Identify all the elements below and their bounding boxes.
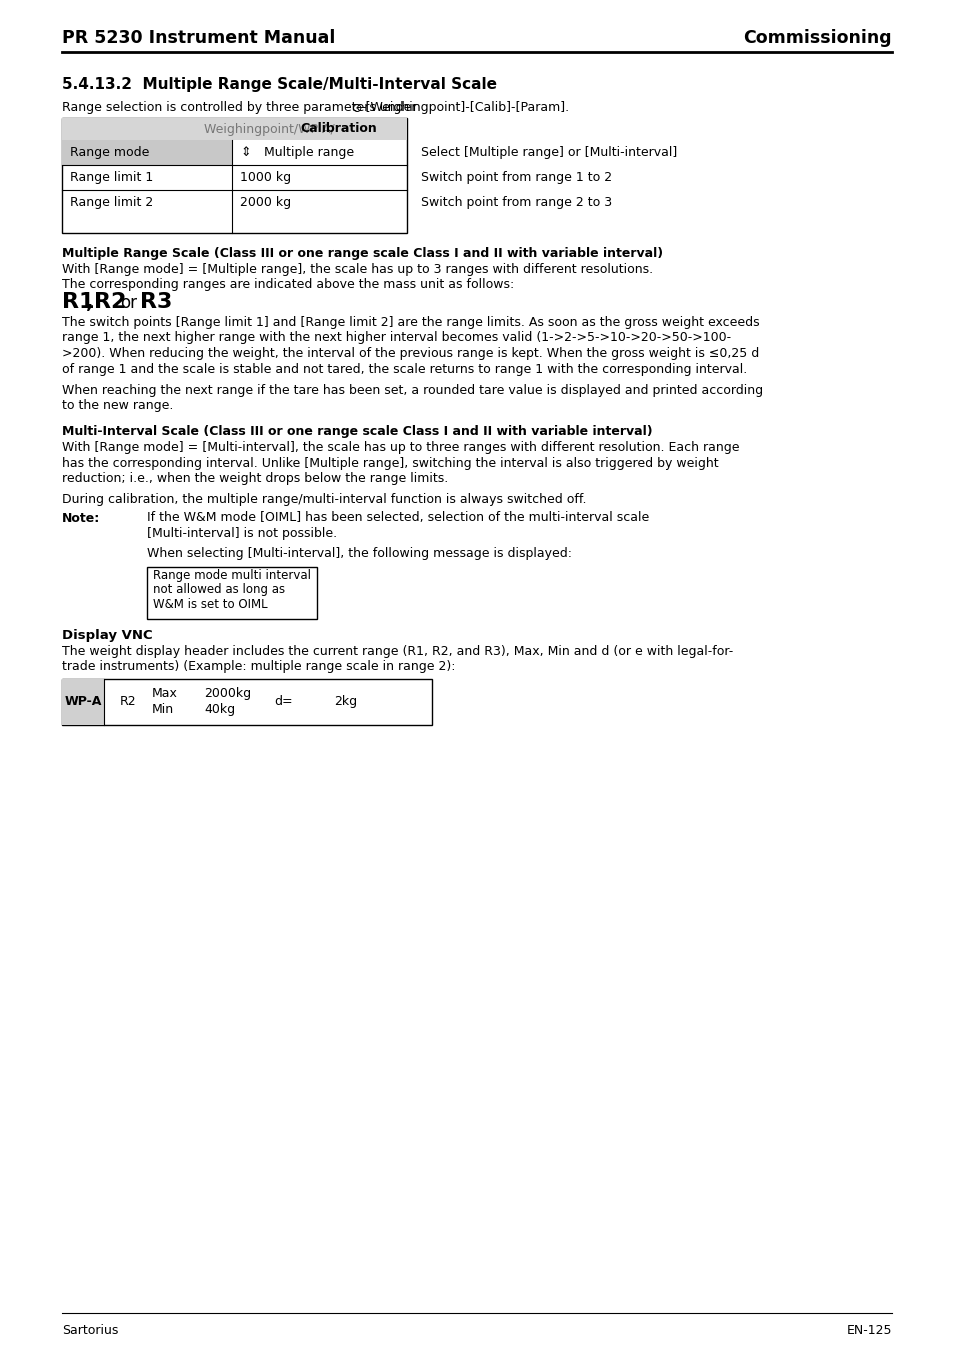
Text: Display VNC: Display VNC [62,629,152,641]
Text: If the W&M mode [OIML] has been selected, selection of the multi-interval scale: If the W&M mode [OIML] has been selected… [147,512,649,525]
Text: 1000 kg: 1000 kg [240,171,291,184]
Text: not allowed as long as: not allowed as long as [152,583,285,597]
Text: has the corresponding interval. Unlike [Multiple range], switching the interval : has the corresponding interval. Unlike [… [62,456,718,470]
Text: Range mode multi interval: Range mode multi interval [152,568,311,582]
Text: 2000kg: 2000kg [204,687,251,701]
Text: Calibration: Calibration [299,123,376,135]
Text: reduction; i.e., when the weight drops below the range limits.: reduction; i.e., when the weight drops b… [62,472,448,485]
Text: When reaching the next range if the tare has been set, a rounded tare value is d: When reaching the next range if the tare… [62,383,762,397]
Text: 5.4.13.2  Multiple Range Scale/Multi-Interval Scale: 5.4.13.2 Multiple Range Scale/Multi-Inte… [62,77,497,93]
Text: WP-A: WP-A [64,695,102,707]
Text: Sartorius: Sartorius [62,1323,118,1336]
Text: The corresponding ranges are indicated above the mass unit as follows:: The corresponding ranges are indicated a… [62,278,514,292]
Text: Note:: Note: [62,512,100,525]
Bar [62,117,407,234]
Bar [62,140,232,165]
Text: Multiple range: Multiple range [252,146,354,159]
Text: PR 5230 Instrument Manual: PR 5230 Instrument Manual [62,28,335,47]
Text: R3: R3 [140,293,172,312]
Text: During calibration, the multiple range/multi-interval function is always switche: During calibration, the multiple range/m… [62,494,586,506]
Text: 2000 kg: 2000 kg [240,196,291,209]
Bar [62,117,407,140]
Text: Max: Max [152,687,177,701]
Bar [147,567,316,620]
Bar [62,679,104,725]
Text: Range mode: Range mode [70,146,150,159]
Text: W&M is set to OIML: W&M is set to OIML [152,598,268,612]
Text: trade instruments) (Example: multiple range scale in range 2):: trade instruments) (Example: multiple ra… [62,660,455,674]
Text: The switch points [Range limit 1] and [Range limit 2] are the range limits. As s: The switch points [Range limit 1] and [R… [62,316,759,329]
Text: Multiple Range Scale (Class III or one range scale Class I and II with variable : Multiple Range Scale (Class III or one r… [62,247,662,259]
Text: 40kg: 40kg [204,703,234,716]
Text: The weight display header includes the current range (R1, R2, and R3), Max, Min : The weight display header includes the c… [62,644,733,657]
Text: 2kg: 2kg [334,695,356,707]
Text: EN-125: EN-125 [845,1323,891,1336]
Bar [62,679,432,725]
Text: R1: R1 [62,293,94,312]
Text: Weighingpoint/WP A/: Weighingpoint/WP A/ [204,123,335,135]
Text: d=: d= [274,695,293,707]
Text: Switch point from range 1 to 2: Switch point from range 1 to 2 [420,171,612,184]
Text: Min: Min [152,703,174,716]
Text: [Multi-interval] is not possible.: [Multi-interval] is not possible. [147,526,336,540]
Text: Select [Multiple range] or [Multi-interval]: Select [Multiple range] or [Multi-interv… [420,146,677,159]
Text: R2: R2 [120,695,136,707]
Text: Range limit 2: Range limit 2 [70,196,153,209]
Text: Range limit 1: Range limit 1 [70,171,153,184]
Text: Range selection is controlled by three parameters under: Range selection is controlled by three p… [62,101,420,115]
Text: >200). When reducing the weight, the interval of the previous range is kept. Whe: >200). When reducing the weight, the int… [62,347,759,360]
Text: R2: R2 [94,293,126,312]
Text: ⇕: ⇕ [240,146,251,159]
Text: Multi-Interval Scale (Class III or one range scale Class I and II with variable : Multi-Interval Scale (Class III or one r… [62,425,652,437]
Text: With [Range mode] = [Multiple range], the scale has up to 3 ranges with differen: With [Range mode] = [Multiple range], th… [62,262,653,275]
Text: ,: , [86,293,93,312]
Text: to the new range.: to the new range. [62,400,173,413]
Text: range 1, the next higher range with the next higher interval becomes valid (1->2: range 1, the next higher range with the … [62,332,730,344]
Text: When selecting [Multi-interval], the following message is displayed:: When selecting [Multi-interval], the fol… [147,547,572,559]
Text: Switch point from range 2 to 3: Switch point from range 2 to 3 [420,196,612,209]
Text: Commissioning: Commissioning [742,28,891,47]
Text: or: or [120,293,137,312]
Text: of range 1 and the scale is stable and not tared, the scale returns to range 1 w: of range 1 and the scale is stable and n… [62,363,746,375]
Text: With [Range mode] = [Multi-interval], the scale has up to three ranges with diff: With [Range mode] = [Multi-interval], th… [62,441,739,454]
Text: ⊙: ⊙ [352,101,362,115]
Text: -[Weighingpoint]-[Calib]-[Param].: -[Weighingpoint]-[Calib]-[Param]. [360,101,569,115]
